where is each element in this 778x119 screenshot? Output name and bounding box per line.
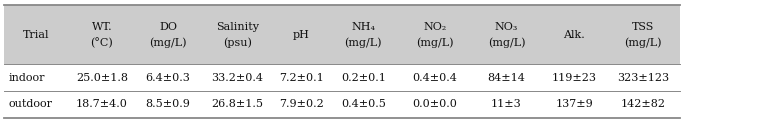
Text: outdoor: outdoor [9,99,53,109]
Bar [4,91,680,118]
Text: (°C): (°C) [90,37,114,48]
Text: 7.2±0.1: 7.2±0.1 [279,73,324,83]
Text: NO₂: NO₂ [423,22,447,32]
Text: 18.7±4.0: 18.7±4.0 [76,99,128,109]
Text: 323±123: 323±123 [617,73,669,83]
Text: (mg/L): (mg/L) [416,38,454,48]
Text: NH₄: NH₄ [352,22,375,32]
Bar [4,64,680,91]
Text: Trial: Trial [23,30,49,40]
Text: TSS: TSS [632,22,654,32]
Text: 0.4±0.5: 0.4±0.5 [341,99,386,109]
Text: 25.0±1.8: 25.0±1.8 [76,73,128,83]
Text: Alk.: Alk. [563,30,585,40]
Text: 84±14: 84±14 [488,73,525,83]
Bar [4,5,680,64]
Text: 142±82: 142±82 [621,99,665,109]
Text: 0.2±0.1: 0.2±0.1 [341,73,386,83]
Text: Salinity: Salinity [216,22,259,32]
Text: 6.4±0.3: 6.4±0.3 [145,73,191,83]
Text: 11±3: 11±3 [491,99,522,109]
Text: 26.8±1.5: 26.8±1.5 [212,99,263,109]
Text: WT.: WT. [92,22,112,32]
Text: (mg/L): (mg/L) [624,38,662,48]
Text: 33.2±0.4: 33.2±0.4 [212,73,263,83]
Text: (mg/L): (mg/L) [345,38,382,48]
Text: DO: DO [159,22,177,32]
Text: 8.5±0.9: 8.5±0.9 [145,99,191,109]
Text: 137±9: 137±9 [555,99,593,109]
Text: indoor: indoor [9,73,45,83]
Text: 7.9±0.2: 7.9±0.2 [279,99,324,109]
Text: 0.0±0.0: 0.0±0.0 [412,99,457,109]
Text: 119±23: 119±23 [552,73,597,83]
Text: pH: pH [293,30,310,40]
Text: NO₃: NO₃ [495,22,518,32]
Text: 0.4±0.4: 0.4±0.4 [412,73,457,83]
Text: (mg/L): (mg/L) [488,38,525,48]
Text: (mg/L): (mg/L) [149,38,187,48]
Text: (psu): (psu) [223,38,252,48]
